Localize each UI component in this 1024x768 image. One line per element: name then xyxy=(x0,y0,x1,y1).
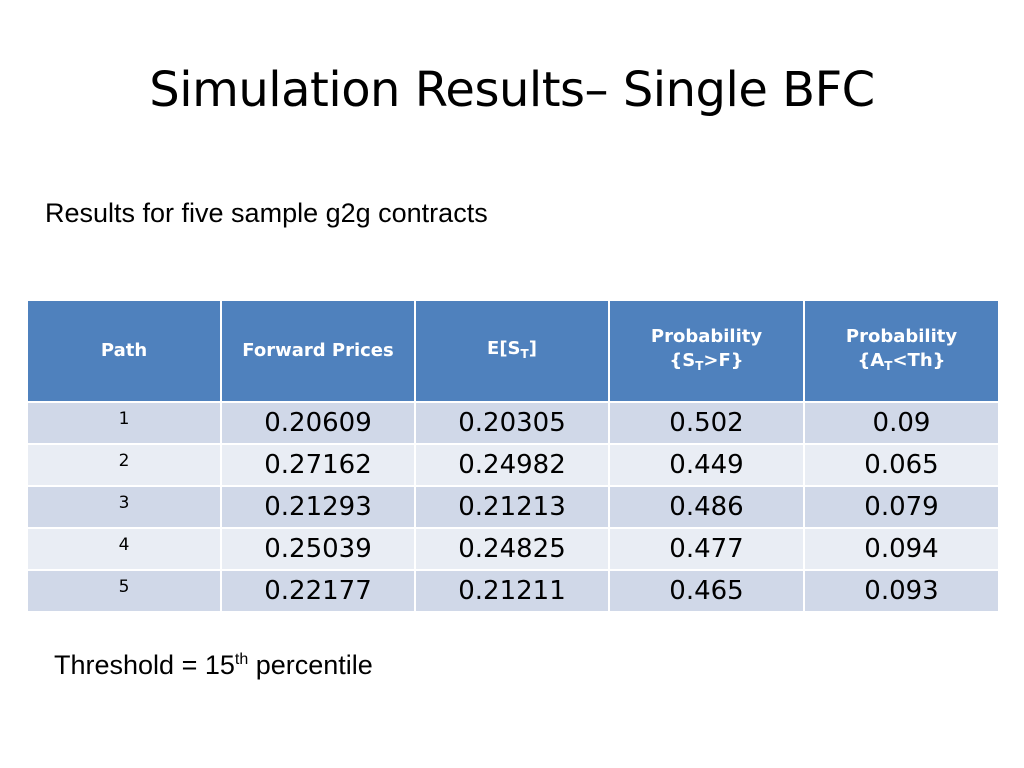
path-cell: 3 xyxy=(26,485,222,529)
header-forward-prices: Forward Prices xyxy=(220,299,416,403)
results-table: Path Forward Prices E[ST] Probability {ST… xyxy=(26,299,1000,613)
header-prob-s-suffix: >F} xyxy=(703,349,744,371)
forward-price-cell: 0.27162 xyxy=(220,443,416,487)
slide-subtitle: Results for five sample g2g contracts xyxy=(45,198,488,228)
prob-a-cell: 0.065 xyxy=(803,443,1000,487)
prob-s-cell: 0.477 xyxy=(608,527,805,571)
header-prob-a-prefix: {A xyxy=(857,349,885,371)
header-prob-s-line1: Probability xyxy=(650,325,763,347)
prob-s-cell: 0.486 xyxy=(608,485,805,529)
expectation-cell: 0.20305 xyxy=(414,401,610,445)
prob-s-cell: 0.449 xyxy=(608,443,805,487)
path-cell: 4 xyxy=(26,527,222,571)
header-prob-s-sub: T xyxy=(695,358,704,373)
header-prob-a-suffix: <Th} xyxy=(892,349,946,371)
header-forward-prices-label: Forward Prices xyxy=(242,340,394,361)
table-row: 5 0.22177 0.21211 0.465 0.093 xyxy=(26,569,1000,613)
header-path-label: Path xyxy=(100,340,148,361)
threshold-note-prefix: Threshold = 15 xyxy=(54,650,235,680)
forward-price-cell: 0.21293 xyxy=(220,485,416,529)
header-prob-a-sub: T xyxy=(884,358,893,373)
table-row: 3 0.21293 0.21213 0.486 0.079 xyxy=(26,485,1000,529)
slide-title: Simulation Results– Single BFC xyxy=(149,62,875,118)
prob-s-cell: 0.465 xyxy=(608,569,805,613)
prob-a-cell: 0.093 xyxy=(803,569,1000,613)
prob-a-cell: 0.09 xyxy=(803,401,1000,445)
path-cell: 1 xyxy=(26,401,222,445)
table-row: 1 0.20609 0.20305 0.502 0.09 xyxy=(26,401,1000,445)
prob-s-cell: 0.502 xyxy=(608,401,805,445)
header-expectation-sub: T xyxy=(520,346,529,361)
threshold-note-suffix: percentile xyxy=(248,650,373,680)
header-prob-a: Probability {AT<Th} xyxy=(803,299,1000,403)
path-cell: 5 xyxy=(26,569,222,613)
expectation-cell: 0.21211 xyxy=(414,569,610,613)
threshold-note-sup: th xyxy=(234,651,249,668)
table-row: 4 0.25039 0.24825 0.477 0.094 xyxy=(26,527,1000,571)
header-expectation-prefix: E[S xyxy=(487,337,521,359)
header-prob-s: Probability {ST>F} xyxy=(608,299,805,403)
expectation-cell: 0.21213 xyxy=(414,485,610,529)
forward-price-cell: 0.22177 xyxy=(220,569,416,613)
prob-a-cell: 0.094 xyxy=(803,527,1000,571)
forward-price-cell: 0.20609 xyxy=(220,401,416,445)
header-prob-a-line1: Probability xyxy=(845,325,958,347)
header-expectation-suffix: ] xyxy=(528,337,537,359)
expectation-cell: 0.24982 xyxy=(414,443,610,487)
forward-price-cell: 0.25039 xyxy=(220,527,416,571)
expectation-cell: 0.24825 xyxy=(414,527,610,571)
header-path: Path xyxy=(26,299,222,403)
table-row: 2 0.27162 0.24982 0.449 0.065 xyxy=(26,443,1000,487)
table-header-row: Path Forward Prices E[ST] Probability {ST… xyxy=(26,299,1000,403)
prob-a-cell: 0.079 xyxy=(803,485,1000,529)
header-expectation: E[ST] xyxy=(414,299,610,403)
path-cell: 2 xyxy=(26,443,222,487)
threshold-note: Threshold = 15th percentile xyxy=(54,650,373,681)
header-prob-s-prefix: {S xyxy=(669,349,696,371)
